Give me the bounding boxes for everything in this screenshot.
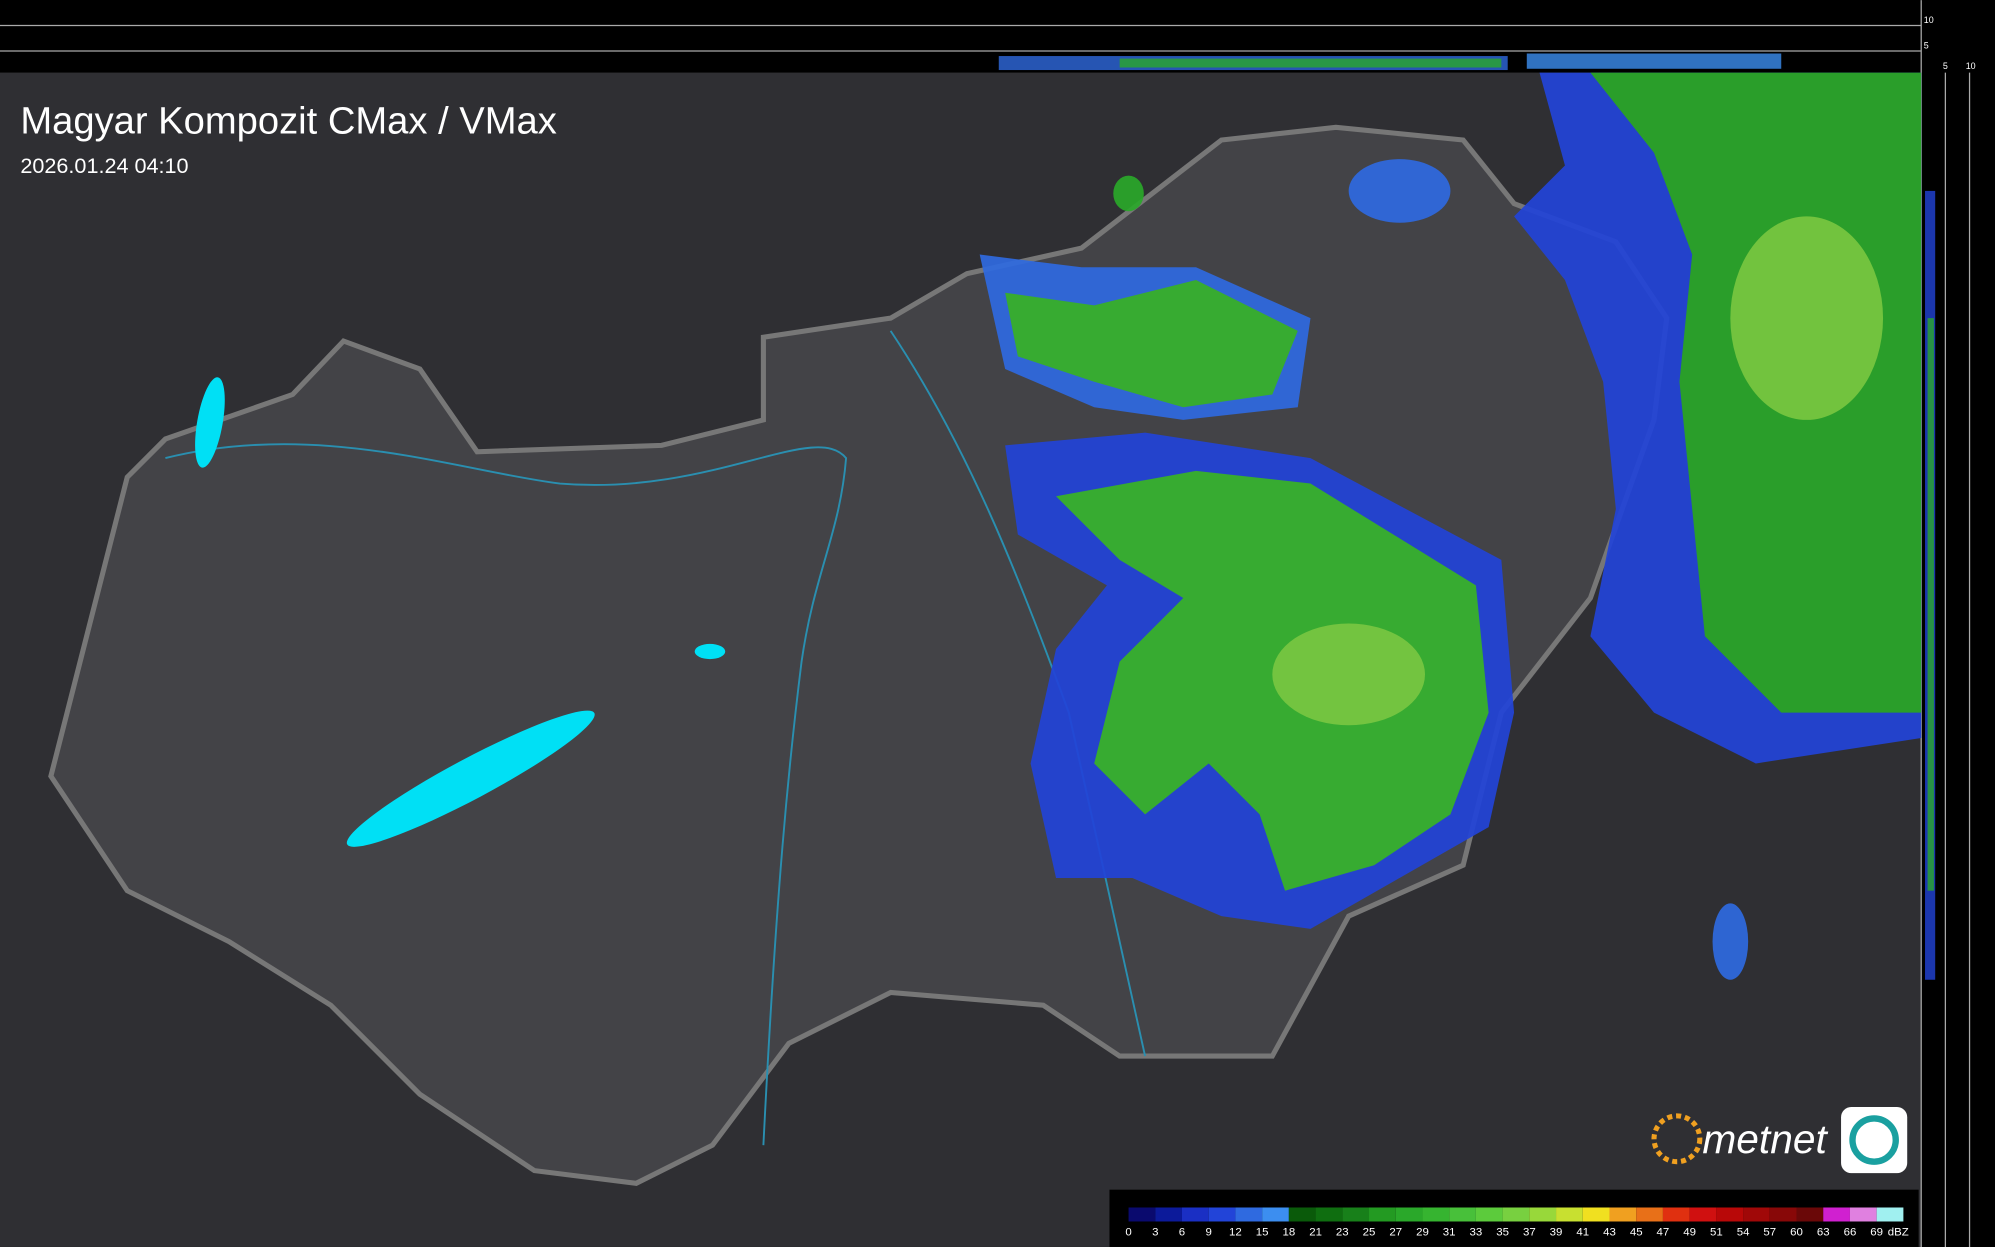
- logo-sun: [1651, 1113, 1703, 1165]
- echo-high: [1730, 216, 1884, 420]
- logo-text: metnet: [1702, 1116, 1828, 1162]
- legend-swatch: [1743, 1207, 1770, 1222]
- legend-label: 43: [1603, 1226, 1616, 1238]
- danube: [165, 443, 848, 1146]
- legend-swatch: [1235, 1207, 1263, 1222]
- legend-label: 29: [1416, 1226, 1429, 1238]
- legend-swatch: [1502, 1207, 1530, 1222]
- legend-label: 27: [1389, 1226, 1402, 1238]
- legend-swatch: [1342, 1207, 1370, 1222]
- echo-mid: [1056, 470, 1489, 891]
- legend-label: 12: [1229, 1226, 1242, 1238]
- logo: metnet: [1651, 1106, 1908, 1174]
- side-label: 5: [1924, 40, 1929, 50]
- radar-strip: [1526, 53, 1782, 69]
- echo-high: [1272, 623, 1425, 726]
- legend-label: 9: [1206, 1226, 1212, 1238]
- legend-swatch: [1395, 1207, 1423, 1222]
- legend-label: 47: [1657, 1226, 1670, 1238]
- legend-swatch: [1796, 1207, 1824, 1222]
- legend-swatch: [1823, 1207, 1850, 1222]
- legend-swatch: [1689, 1207, 1717, 1222]
- legend-swatch: [1315, 1207, 1343, 1222]
- legend-swatch: [1609, 1207, 1637, 1222]
- radar-echoes: [979, 72, 1922, 980]
- echo-mid: [1005, 279, 1298, 408]
- legend-swatch: [1636, 1207, 1663, 1222]
- legend-label: 63: [1817, 1226, 1830, 1238]
- legend-swatch: [1208, 1207, 1236, 1222]
- legend-label: 54: [1737, 1226, 1750, 1238]
- legend-swatch: [1716, 1207, 1744, 1222]
- legend-label: 45: [1630, 1226, 1643, 1238]
- lakes: [195, 377, 726, 847]
- legend-label: 37: [1523, 1226, 1536, 1238]
- legend-label: 69: [1870, 1226, 1883, 1238]
- legend-swatch: [1769, 1207, 1797, 1222]
- legend-swatch: [1876, 1207, 1904, 1222]
- legend-label: 33: [1470, 1226, 1483, 1238]
- legend-swatch: [1529, 1207, 1557, 1222]
- logo-swirl: [1849, 1115, 1899, 1165]
- side-label: 10: [1966, 61, 1976, 71]
- lake-neusiedl: [195, 377, 225, 468]
- legend-swatch: [1181, 1207, 1209, 1222]
- legend-label: 15: [1256, 1226, 1269, 1238]
- legend-label: 31: [1443, 1226, 1456, 1238]
- map-title: Magyar Kompozit CMax / VMax: [20, 100, 556, 143]
- radar-strip: [1927, 318, 1934, 891]
- legend-unit: dBZ: [1888, 1226, 1909, 1238]
- legend-swatch: [1288, 1207, 1316, 1222]
- legend-swatch: [1582, 1207, 1610, 1222]
- legend-label: 18: [1282, 1226, 1295, 1238]
- side-label: 10: [1924, 15, 1934, 25]
- legend-label: 60: [1790, 1226, 1803, 1238]
- legend-swatch: [1556, 1207, 1583, 1222]
- legend-label: 23: [1336, 1226, 1349, 1238]
- legend-label: 6: [1179, 1226, 1185, 1238]
- legend-swatch: [1422, 1207, 1450, 1222]
- lake-velence: [694, 643, 726, 660]
- legend-swatch: [1262, 1207, 1289, 1222]
- radar-strip: [1119, 58, 1502, 68]
- top-strip: [0, 24, 1922, 71]
- legend-label: 66: [1844, 1226, 1857, 1238]
- echo-low: [1712, 903, 1749, 980]
- map-timestamp: 2026.01.24 04:10: [20, 153, 188, 178]
- legend-label: 49: [1683, 1226, 1696, 1238]
- legend-label: 41: [1576, 1226, 1589, 1238]
- legend-swatch: [1849, 1207, 1877, 1222]
- legend-label: 57: [1763, 1226, 1776, 1238]
- legend-label: 51: [1710, 1226, 1723, 1238]
- legend-swatch: [1128, 1207, 1156, 1222]
- legend-label: 3: [1152, 1226, 1158, 1238]
- echo-mid: [1113, 175, 1144, 212]
- echo-low: [1348, 159, 1451, 223]
- legend-swatch: [1369, 1207, 1396, 1222]
- lake-balaton: [346, 710, 595, 847]
- side-label: 5: [1943, 61, 1948, 71]
- legend-label: 0: [1125, 1226, 1131, 1238]
- legend-label: 35: [1496, 1226, 1509, 1238]
- legend-swatch: [1155, 1207, 1182, 1222]
- legend: 0 3 6 9 12 15 18 21 23 25 27 29 31 33 35 37 39 41 43 45 47 49…: [1125, 1207, 1909, 1238]
- legend-label: 25: [1363, 1226, 1376, 1238]
- legend-swatch: [1662, 1207, 1690, 1222]
- legend-swatch: [1449, 1207, 1476, 1222]
- legend-label: 21: [1309, 1226, 1322, 1238]
- legend-swatch: [1475, 1207, 1503, 1222]
- legend-label: 39: [1550, 1226, 1563, 1238]
